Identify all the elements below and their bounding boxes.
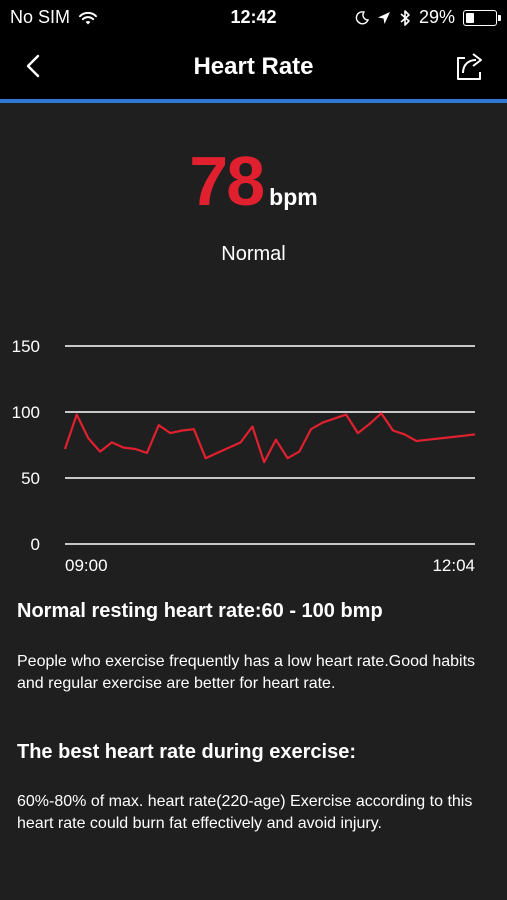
moon-icon bbox=[355, 10, 369, 24]
battery-icon bbox=[463, 9, 501, 26]
x-tick-label: 12:04 bbox=[432, 556, 475, 575]
heart-rate-series-line bbox=[63, 412, 476, 464]
y-tick-label: 0 bbox=[31, 535, 40, 554]
heart-rate-unit: bpm bbox=[269, 184, 318, 210]
location-icon bbox=[377, 11, 390, 24]
heart-rate-chart: 150 100 50 0 09:00 12:04 bbox=[0, 331, 507, 581]
share-icon[interactable] bbox=[451, 48, 487, 84]
resting-rate-text-wrap: People who exercise frequently has a low… bbox=[17, 651, 492, 695]
heart-rate-chart-svg: 150 100 50 0 09:00 12:04 bbox=[12, 337, 476, 575]
y-tick-label: 50 bbox=[21, 469, 40, 488]
carrier-label: No SIM bbox=[10, 7, 71, 27]
status-indicators: 29% bbox=[355, 7, 501, 28]
battery-percent: 29% bbox=[418, 7, 455, 27]
carrier-info: No SIM bbox=[10, 7, 98, 28]
nav-bar: Heart Rate bbox=[0, 36, 507, 99]
heart-rate-value: 78 bbox=[189, 142, 265, 220]
status-bar: No SIM 12:42 29% bbox=[0, 0, 507, 36]
main-content: 78 bpm Normal 150 100 50 0 09:00 12:04 Normal … bbox=[0, 103, 507, 900]
x-tick-label: 09:00 bbox=[65, 556, 108, 575]
heart-rate-status: Normal bbox=[221, 243, 286, 265]
resting-rate-title: Normal resting heart rate:60 - 100 bmp bbox=[17, 600, 383, 622]
exercise-rate-title-wrap: The best heart rate during exercise: bbox=[17, 741, 492, 764]
chevron-left-icon[interactable] bbox=[18, 50, 50, 82]
exercise-rate-text: 60%-80% of max. heart rate(220-age) Exer… bbox=[17, 793, 473, 832]
exercise-rate-title: The best heart rate during exercise: bbox=[17, 741, 357, 763]
wifi-icon bbox=[79, 11, 98, 24]
nav-accent-line bbox=[0, 99, 507, 103]
bluetooth-icon bbox=[400, 9, 410, 26]
status-time: 12:42 bbox=[230, 7, 277, 27]
battery-level bbox=[466, 12, 475, 23]
resting-rate-title-wrap: Normal resting heart rate:60 - 100 bmp bbox=[17, 600, 492, 623]
exercise-rate-text-wrap: 60%-80% of max. heart rate(220-age) Exer… bbox=[17, 791, 492, 835]
page-title: Heart Rate bbox=[193, 53, 314, 80]
heart-rate-reading: 78 bpm bbox=[0, 141, 507, 221]
y-tick-label: 100 bbox=[12, 403, 40, 422]
resting-rate-text: People who exercise frequently has a low… bbox=[17, 653, 476, 692]
y-tick-label: 150 bbox=[12, 337, 40, 356]
